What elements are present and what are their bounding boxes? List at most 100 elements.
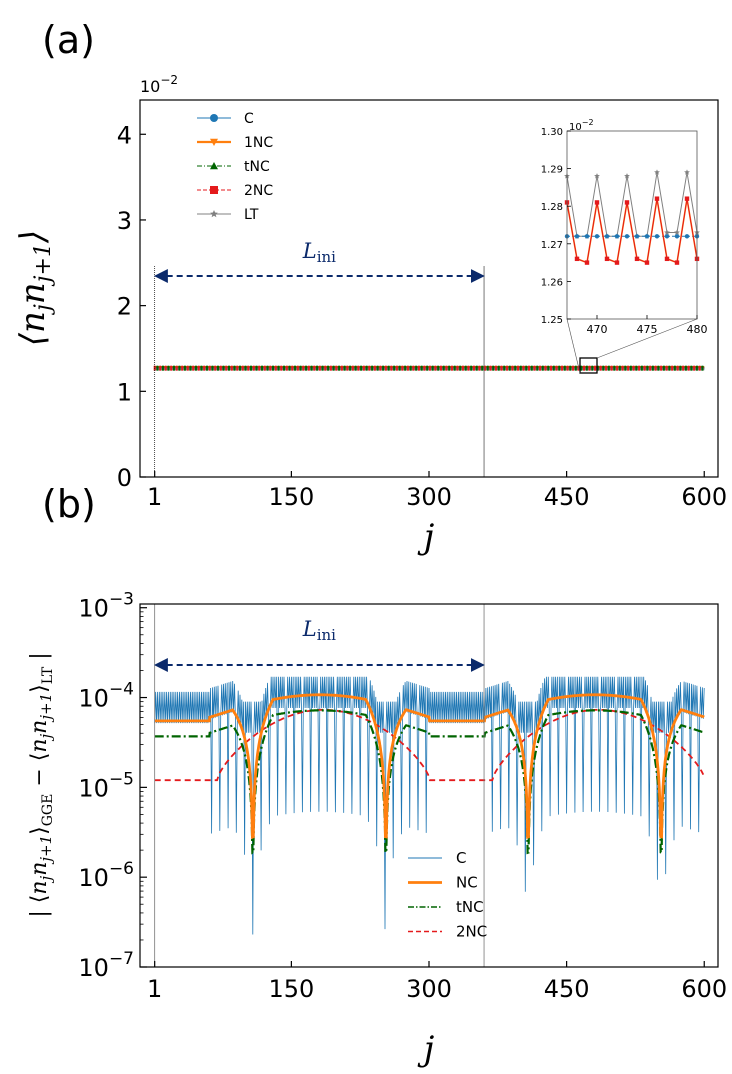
data-marker [478,365,481,371]
data-marker [167,365,170,371]
inset-point-C [684,234,690,239]
data-marker [313,365,316,371]
data-marker [605,365,608,371]
data-marker [566,365,569,371]
data-marker [384,365,387,371]
data-marker [382,365,385,371]
data-marker [156,365,159,371]
data-marker [376,365,379,371]
data-marker [618,365,621,371]
data-marker [643,365,646,371]
data-marker [200,365,203,371]
data-marker [693,365,696,371]
data-marker [649,365,652,371]
legend-label-b-NC: NC [456,874,478,892]
data-marker [494,365,497,371]
data-marker [508,365,511,371]
inset-point-2NC [684,196,690,201]
data-marker [558,365,561,371]
data-marker [274,365,277,371]
data-marker [646,365,649,371]
data-marker [423,365,426,371]
inset-point-2NC [654,196,660,201]
data-marker [574,365,577,371]
data-marker [236,365,239,371]
data-marker [288,365,291,371]
series-tNC [154,709,705,855]
data-marker [299,365,302,371]
data-marker [409,365,412,371]
data-marker [662,365,665,371]
data-marker [635,365,638,371]
data-marker [541,365,544,371]
data-marker [272,365,275,371]
data-marker [252,365,255,371]
data-marker [255,365,258,371]
data-marker [522,365,525,371]
data-marker [203,365,206,371]
y-tick-label-b: 10−4 [78,680,134,713]
legend-label-C: C [244,111,254,127]
data-marker [580,365,583,371]
x-axis-label: j [417,517,435,557]
zoom-connector-right [596,318,698,359]
inset-point-C [614,234,620,239]
legend-label-tNC: tNC [244,159,270,175]
data-marker [351,365,354,371]
data-marker [239,365,242,371]
inset-point-C [634,234,640,239]
data-marker [624,365,627,371]
data-marker [687,365,690,371]
y-tick-label-b: 10−5 [78,769,134,802]
data-marker [360,365,363,371]
data-marker [445,365,448,371]
data-marker [552,365,555,371]
data-marker [596,365,599,371]
panel-label-b: (b) [42,482,96,526]
data-marker [277,365,280,371]
data-marker [362,365,365,371]
data-marker [321,365,324,371]
data-marker [701,365,704,371]
inset-point-2NC [594,200,600,205]
y-tick-label-b: 10−6 [78,859,134,892]
data-marker [307,365,310,371]
data-marker [486,365,489,371]
data-marker [266,365,269,371]
inset-bg [567,131,697,319]
data-marker [343,365,346,371]
zoom-box [579,357,598,374]
data-marker [428,365,431,371]
inset-point-C [624,234,630,239]
data-marker [310,365,313,371]
data-marker [472,365,475,371]
data-marker [329,365,332,371]
inset-point-2NC [604,256,610,262]
data-marker [365,365,368,371]
data-marker [294,365,297,371]
data-marker [516,365,519,371]
data-marker [302,365,305,371]
inset-point-2NC [614,260,620,265]
legend-label-b-tNC: tNC [456,898,484,916]
data-marker [194,365,197,371]
data-marker [283,365,286,371]
inset-point-LT [594,173,600,179]
y-tick-label: 0 [117,464,132,492]
x-axis-label-b: j [417,1029,435,1069]
data-marker [519,365,522,371]
y-axis-label: ⟨njnj+1⟩ [13,230,56,346]
data-marker [638,365,641,371]
inset-y-tick-label: 1.29 [541,165,563,176]
data-marker [227,365,230,371]
y-tick-label: 2 [117,293,132,321]
data-marker [338,365,341,371]
data-marker [189,365,192,371]
data-marker [296,365,299,371]
data-marker [660,365,663,371]
data-marker [335,365,338,371]
data-marker [442,365,445,371]
data-marker [258,365,261,371]
data-marker [420,365,423,371]
x-tick-label: 1 [147,483,162,511]
